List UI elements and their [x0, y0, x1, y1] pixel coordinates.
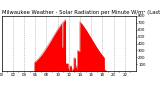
Text: Milwaukee Weather - Solar Radiation per Minute W/m² (Last 24 Hours): Milwaukee Weather - Solar Radiation per … — [2, 10, 160, 15]
